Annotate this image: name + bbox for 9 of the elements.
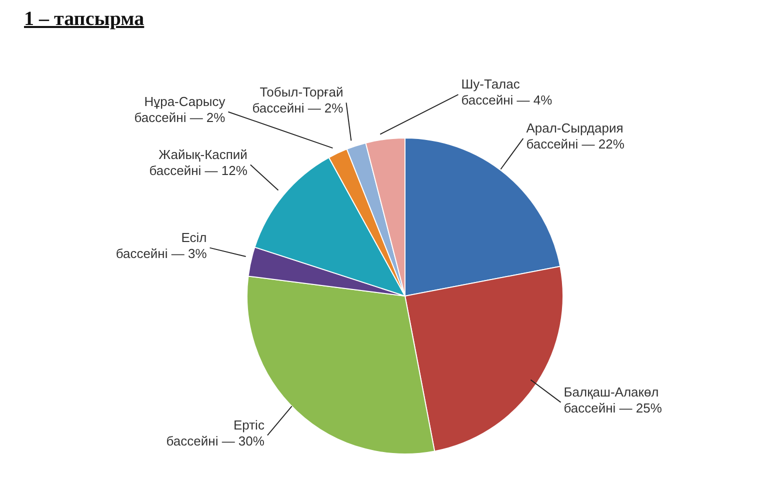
slice-label: Балқаш-Алакөл бассейні — 25%	[564, 384, 662, 416]
slice-label: Есіл бассейні — 3%	[116, 230, 208, 261]
slice-label: Арал-Сырдария бассейні — 22%	[526, 120, 625, 152]
slice-label: Ертіс бассейні — 30%	[166, 417, 265, 448]
slice-label: Тобыл-Торғай бассейні — 2%	[252, 84, 344, 116]
slice-label: Нұра-Сарысу бассейні — 2%	[134, 94, 226, 125]
slice-label: Шу-Талас бассейні — 4%	[461, 76, 553, 108]
slice-label: Жайық-Каспий бассейні — 12%	[149, 146, 248, 178]
chart-title: 1 – тапсырма	[24, 8, 146, 31]
